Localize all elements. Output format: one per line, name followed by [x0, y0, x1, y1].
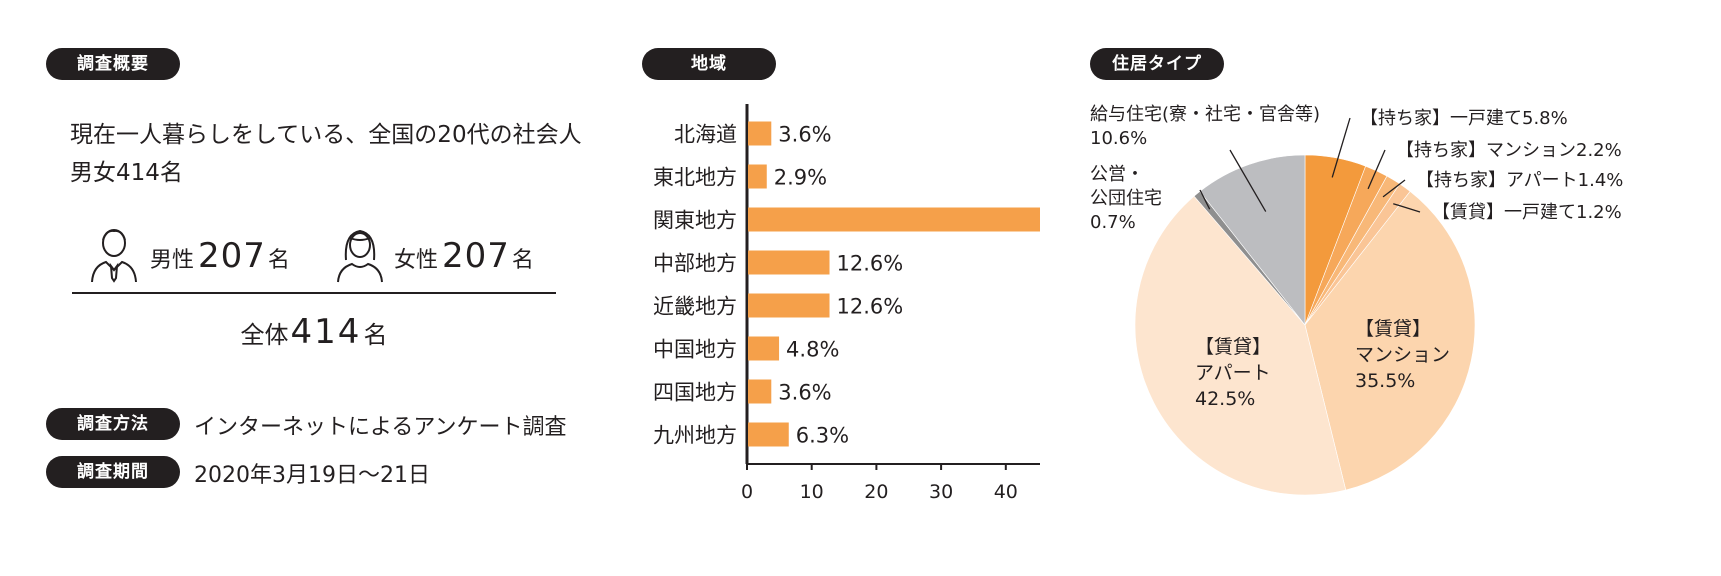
category-label: 北海道 — [674, 123, 737, 147]
total-unit: 名 — [363, 321, 388, 349]
slice-label: 10.6% — [1090, 128, 1147, 149]
value-label: 12.6% — [837, 252, 904, 276]
slice-label: 公営・ — [1090, 164, 1144, 185]
category-label: 東北地方 — [653, 166, 737, 190]
category-label: 関東地方 — [653, 209, 737, 233]
total-count: 全体414名 — [72, 312, 556, 352]
slice-label: 35.5% — [1355, 370, 1415, 392]
period-value: 2020年3月19日～21日 — [194, 463, 430, 488]
slice-label: 【賃貸】 — [1355, 318, 1431, 340]
category-label: 中部地方 — [653, 252, 737, 276]
method-label: 調査方法 — [46, 408, 180, 440]
leader-line — [1199, 189, 1211, 210]
slice-label: 【持ち家】一戸建て5.8% — [1360, 108, 1568, 129]
bar — [748, 250, 830, 275]
leader-line — [1331, 117, 1351, 178]
slice-label: 42.5% — [1195, 388, 1255, 410]
pie-slice — [1134, 195, 1347, 496]
female-number: 207 — [442, 236, 510, 276]
method-value: インターネットによるアンケート調査 — [194, 415, 567, 440]
x-tick-label: 0 — [741, 481, 753, 503]
female-label: 女性 — [394, 248, 439, 273]
slice-label: マンション — [1355, 344, 1450, 366]
leader-line — [1229, 149, 1267, 212]
value-label: 6.3% — [796, 424, 849, 448]
leader-line — [1382, 179, 1406, 198]
region-bar-chart: 北海道3.6%東北地方2.9%関東地方53.6%中部地方12.6%近畿地方12.… — [653, 104, 1040, 503]
bar — [748, 336, 780, 361]
bar — [748, 422, 789, 447]
pie-slice — [1199, 154, 1306, 326]
survey-description: 現在一人暮らしをしている、全国の20代の社会人男女414名 — [70, 122, 582, 186]
x-tick-label: 30 — [929, 481, 953, 503]
male-number: 207 — [198, 236, 266, 276]
bar — [748, 164, 767, 189]
x-tick-label: 20 — [864, 481, 888, 503]
leader-line — [1393, 203, 1421, 213]
slice-label: 給与住宅(寮・社宅・官舎等) — [1090, 104, 1320, 125]
bar — [748, 293, 830, 318]
housing-pie-chart: 【持ち家】一戸建て5.8% 【持ち家】マンション2.2% 【持ち家】アパート1.4%… — [1090, 104, 1623, 496]
slice-label: 【持ち家】アパート1.4% — [1416, 170, 1623, 191]
bar — [748, 207, 1040, 232]
female-count: 女性 207 名 — [394, 236, 534, 276]
bar — [748, 121, 772, 146]
category-label: 四国地方 — [653, 381, 737, 405]
slice-label: 【持ち家】マンション2.2% — [1396, 140, 1622, 161]
bar — [748, 379, 772, 404]
slice-label: 【賃貸】一戸建て1.2% — [1432, 202, 1622, 223]
slice-label: 公団住宅 — [1090, 188, 1162, 209]
divider — [72, 292, 556, 294]
slice-label: 0.7% — [1090, 212, 1136, 233]
x-tick-label: 10 — [800, 481, 824, 503]
male-count: 男性 207 名 — [150, 236, 290, 276]
value-label: 2.9% — [774, 166, 827, 190]
region-chart-title: 地域 — [642, 48, 776, 80]
pie-slice — [1304, 190, 1476, 491]
period-label: 調査期間 — [46, 456, 180, 488]
value-label: 12.6% — [837, 295, 904, 319]
slice-label: 【賃貸】 — [1195, 336, 1271, 358]
survey-heading: 調査概要 — [46, 48, 180, 80]
slice-label: アパート — [1195, 362, 1271, 384]
value-label: 4.8% — [786, 338, 839, 362]
x-tick-label: 40 — [994, 481, 1018, 503]
housing-chart-title: 住居タイプ — [1090, 48, 1224, 80]
value-label: 3.6% — [778, 381, 831, 405]
female-person-icon — [337, 229, 383, 283]
leader-line — [1367, 149, 1386, 190]
category-label: 九州地方 — [653, 424, 737, 448]
male-unit: 名 — [267, 248, 290, 273]
value-label: 3.6% — [778, 123, 831, 147]
total-label: 全体 — [240, 321, 289, 349]
category-label: 中国地方 — [653, 338, 737, 362]
male-label: 男性 — [150, 248, 195, 273]
male-person-icon — [91, 229, 137, 283]
female-unit: 名 — [511, 248, 534, 273]
total-number: 414 — [290, 312, 362, 352]
category-label: 近畿地方 — [653, 295, 737, 319]
